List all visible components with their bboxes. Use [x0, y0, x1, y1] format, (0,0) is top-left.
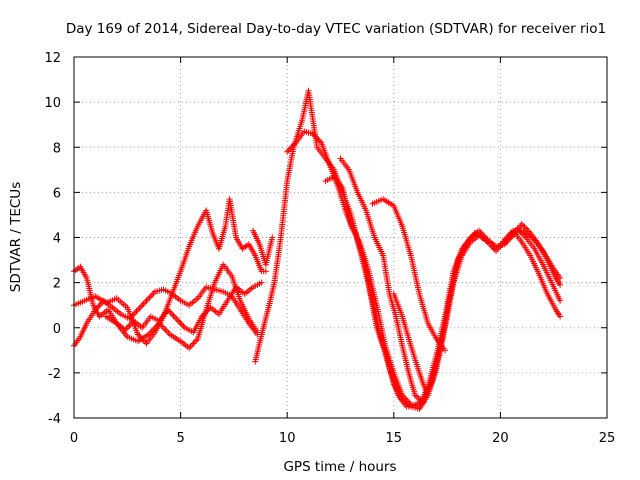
- data-point: [262, 268, 269, 275]
- data-point: [420, 399, 427, 406]
- series-track-10: [369, 196, 448, 354]
- data-point: [557, 313, 564, 320]
- axis-ticks: [73, 56, 608, 419]
- y-tick-labels: -4 -2 0 2 4 6 8 10 12: [44, 51, 61, 427]
- chart-title: Day 169 of 2014, Sidereal Day-to-day VTE…: [66, 21, 606, 37]
- data-point: [442, 347, 448, 354]
- series-track-11: [390, 290, 429, 394]
- x-tick-label: 10: [279, 431, 296, 446]
- y-tick-label: 10: [44, 96, 61, 111]
- x-tick-label: 0: [70, 431, 78, 446]
- y-tick-label: 4: [53, 232, 61, 247]
- data-point: [557, 275, 564, 282]
- series-track-3: [71, 196, 269, 347]
- x-tick-label: 5: [176, 431, 184, 446]
- y-tick-label: -4: [48, 412, 61, 427]
- y-tick-label: 8: [53, 141, 61, 156]
- y-tick-label: 6: [53, 186, 61, 201]
- series-track-5: [250, 227, 276, 268]
- series-track-4: [103, 261, 261, 352]
- grid-lines: [74, 57, 607, 418]
- series-track-8: [322, 173, 564, 410]
- data-point: [557, 281, 564, 288]
- y-tick-label: 0: [53, 322, 61, 337]
- data-point: [422, 387, 429, 394]
- y-tick-label: 2: [53, 277, 61, 292]
- series-track-9: [337, 155, 427, 406]
- x-axis-label: GPS time / hours: [283, 459, 396, 475]
- data-point: [269, 234, 276, 241]
- series-track-12: [508, 227, 564, 282]
- data-series: [71, 87, 564, 412]
- data-point: [258, 279, 265, 286]
- y-tick-label: 12: [44, 51, 61, 66]
- x-tick-label: 25: [599, 431, 616, 446]
- y-axis-label: SDTVAR / TECUs: [8, 182, 24, 292]
- y-tick-label: -2: [48, 367, 61, 382]
- x-tick-label: 15: [386, 431, 403, 446]
- data-point: [557, 297, 564, 304]
- x-tick-label: 20: [492, 431, 509, 446]
- x-tick-labels: 0 5 10 15 20 25: [70, 431, 615, 446]
